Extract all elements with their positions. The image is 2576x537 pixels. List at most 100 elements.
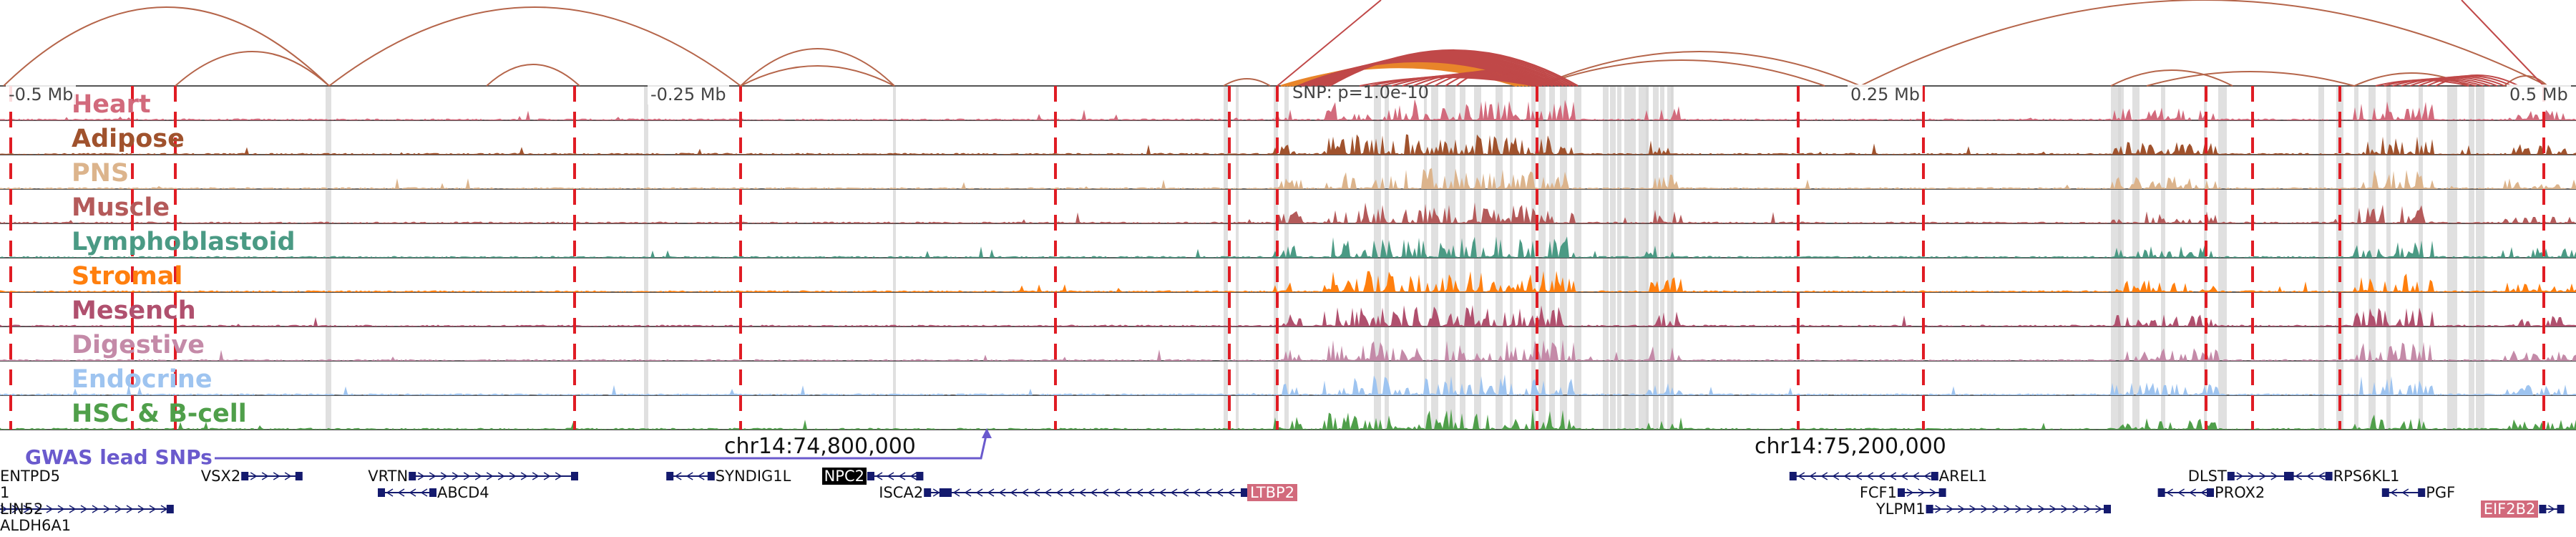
gene-strand-arrow [2236, 472, 2244, 480]
gene-label-vrtn: VRTN [368, 468, 409, 485]
loop-arc-offscreen [1277, 0, 1382, 87]
gene-strand-arrow [520, 472, 528, 480]
gene-exon [1926, 505, 1933, 513]
loop-arc [3, 6, 330, 87]
gene-exon [2227, 472, 2235, 480]
gene-exon [378, 488, 385, 497]
gene-exon [571, 472, 578, 480]
loop-arc-strong [1329, 49, 1579, 87]
scale-label-plus-quarter: 0.25 Mb [1848, 84, 1923, 105]
gene-strand-arrow [875, 472, 883, 480]
gene-strand-arrow [261, 472, 269, 480]
gene-label-vsx2: VSX2 [200, 468, 241, 485]
gene-strand-arrow [440, 472, 448, 480]
gene-strand-arrow [543, 472, 551, 480]
gene-strand-arrow [1067, 488, 1075, 497]
gene-label-abcd4: ABCD4 [437, 484, 489, 501]
gene-strand-arrow [57, 505, 65, 513]
gene-strand-arrow [1809, 472, 1817, 480]
gene-exon [924, 488, 932, 497]
gene-strand-arrow [34, 505, 42, 513]
gene-strand-arrow [1992, 505, 2000, 513]
track-label-hsc-b-cell: HSC & B-cell [72, 400, 247, 428]
track-signal-4 [0, 236, 2576, 258]
gene-strand-arrow [2295, 472, 2302, 480]
gene-strand-arrow [103, 505, 111, 513]
track-label-heart: Heart [72, 90, 151, 119]
gene-strand-arrow [1055, 488, 1063, 497]
gene-exon [707, 472, 715, 480]
loop-arc-offscreen [2461, 0, 2545, 87]
gene-strand-arrow [420, 488, 428, 497]
gene-strand-arrow [2259, 472, 2267, 480]
gene-strand-arrow [1912, 472, 1920, 480]
gene-strand-arrow [417, 472, 425, 480]
gene-strand-arrow [474, 472, 482, 480]
gene-strand-arrow [2177, 488, 2185, 497]
gene-strand-arrow [1797, 472, 1805, 480]
gene-strand-arrow [509, 472, 517, 480]
loop-arc [2110, 69, 2233, 87]
gene-strand-arrow [1044, 488, 1052, 497]
track-label-adipose: Adipose [72, 125, 185, 153]
scale-label-minus-half: -0.5 Mb [6, 84, 77, 105]
gene-strand-arrow [1918, 488, 1926, 497]
gene-exon [2557, 505, 2565, 513]
loop-arc [1538, 59, 1825, 87]
scale-label-minus-quarter: -0.25 Mb [648, 84, 729, 105]
track-signal-5 [0, 271, 2576, 292]
gene-strand-arrow [2401, 488, 2409, 497]
gene-strand-arrow [23, 505, 31, 513]
gene-strand-arrow [2095, 505, 2103, 513]
gene-strand-arrow [80, 505, 88, 513]
gene-label-fcf1: FCF1 [1859, 484, 1897, 501]
gene-exon [1898, 488, 1905, 497]
gene-strand-arrow [987, 488, 995, 497]
track-label-muscle: Muscle [72, 193, 170, 222]
gene-strand-arrow [1204, 488, 1212, 497]
track-signal-6 [0, 305, 2576, 326]
gene-label-syndig1l: SYNDIG1L [715, 468, 791, 485]
gene-strand-arrow [284, 472, 292, 480]
gene-exon [2286, 472, 2294, 480]
loop-arc-strong [1391, 74, 1536, 87]
gene-strand-arrow [532, 472, 540, 480]
gene-strand-arrow [137, 505, 145, 513]
gene-label-aldh6a1: ALDH6A1 [0, 517, 72, 534]
gene-strand-arrow [2390, 488, 2398, 497]
gene-exon [2207, 488, 2214, 497]
gene-strand-arrow [397, 488, 405, 497]
loop-arc [1860, 0, 2548, 87]
gene-strand-arrow [149, 505, 157, 513]
snp-pvalue-label: SNP: p=1.0e-10 [1292, 82, 1429, 102]
gene-label-rps6kl1: RPS6KL1 [2333, 468, 2400, 485]
gene-exon [241, 472, 249, 480]
gene-label-isca2: ISCA2 [879, 484, 924, 501]
gene-label-pgf: PGF [2426, 484, 2456, 501]
gene-strand-arrow [452, 472, 459, 480]
gene-strand-arrow [975, 488, 983, 497]
gene-strand-arrow [1855, 472, 1863, 480]
gene-strand-arrow [1136, 488, 1143, 497]
gene-strand-arrow [409, 488, 416, 497]
gene-exon [916, 472, 924, 480]
gene-strand-arrow [1832, 472, 1840, 480]
gene-label-npc2: NPC2 [821, 468, 867, 485]
gene-strand-arrow [1124, 488, 1132, 497]
gene-strand-arrow [1113, 488, 1121, 497]
gene-exon [1789, 472, 1797, 480]
loop-arc [740, 65, 895, 87]
gene-strand-arrow [2015, 505, 2023, 513]
gene-exon [1241, 488, 1248, 497]
gene-strand-arrow [952, 488, 960, 497]
gene-strand-arrow [1090, 488, 1098, 497]
gene-strand-arrow [160, 505, 168, 513]
gene-label-eif2b2: EIF2B2 [2480, 500, 2539, 518]
gene-strand-arrow [2084, 505, 2092, 513]
gene-exon [2418, 488, 2426, 497]
gene-label-1: 1 [0, 484, 10, 501]
gene-strand-arrow [126, 505, 134, 513]
gene-strand-arrow [555, 472, 562, 480]
gene-strand-arrow [1981, 505, 1989, 513]
track-label-digestive: Digestive [72, 331, 205, 359]
